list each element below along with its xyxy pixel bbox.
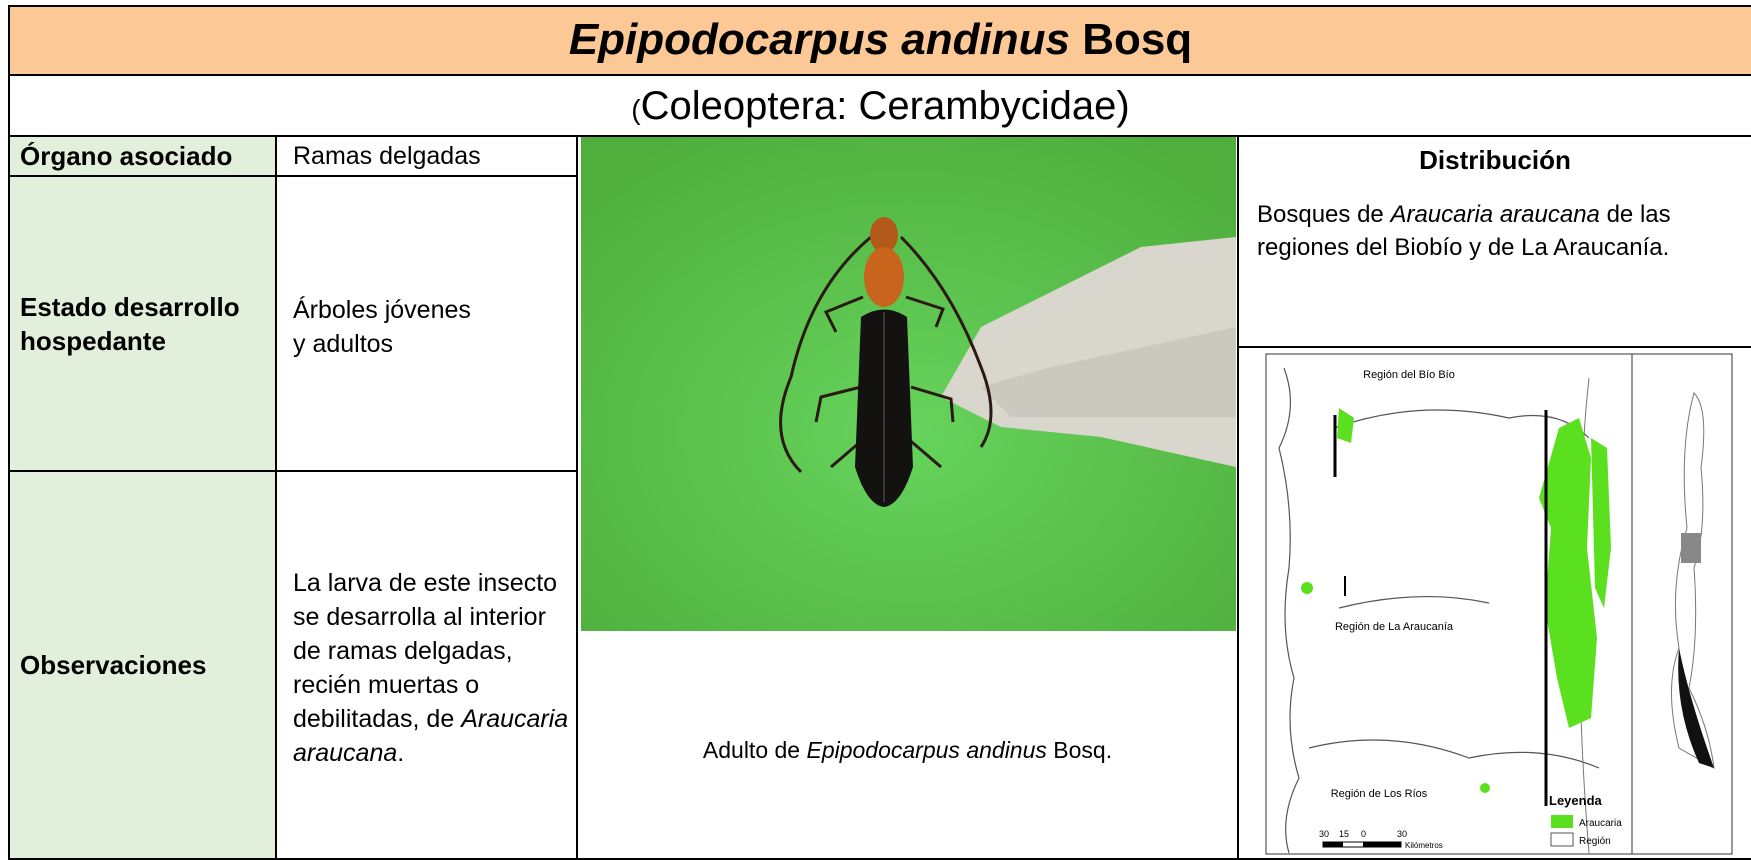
row-label: Órgano asociado xyxy=(8,135,277,177)
value-italic: Araucaria araucana xyxy=(293,705,569,767)
map: Región del Bío Bío Región de La Araucaní… xyxy=(1265,353,1733,855)
caption-part: Adulto de xyxy=(702,737,807,763)
subtitle-paren: ( xyxy=(631,94,641,125)
photo xyxy=(581,137,1236,631)
map-region-label: Región de La Araucanía xyxy=(1335,621,1454,633)
title-author: Bosq xyxy=(1082,15,1193,64)
text-italic: Araucaria araucana xyxy=(1390,201,1600,228)
label-text: Órgano asociado xyxy=(20,140,233,171)
row-value: Árboles jóvenes y adultos xyxy=(275,175,578,472)
map-cell: Región del Bío Bío Región de La Araucaní… xyxy=(1237,346,1751,860)
title: Epipodocarpus andinus Bosq xyxy=(8,5,1751,76)
value-part: La larva de este insecto se desarrolla a… xyxy=(293,569,558,733)
value-text: La larva de este insecto se desarrolla a… xyxy=(293,566,574,770)
scale-label: 15 xyxy=(1339,829,1349,839)
scale-unit: Kilómetros xyxy=(1405,841,1443,850)
caption-part: Bosq. xyxy=(1046,737,1113,763)
value-text: Ramas delgadas xyxy=(293,142,481,170)
value-part: . xyxy=(397,739,405,767)
legend-label: Región xyxy=(1579,836,1611,847)
photo-caption: Adulto de Epipodocarpus andinus Bosq. xyxy=(578,737,1237,764)
subtitle: (Coleoptera: Cerambycidae) xyxy=(8,74,1751,137)
distribution-title: Distribución xyxy=(1419,145,1571,175)
map-region-label: Región del Bío Bío xyxy=(1363,369,1455,381)
legend-swatch xyxy=(1551,815,1573,828)
map-region-label: Región de Los Ríos xyxy=(1331,788,1428,800)
row-value: Ramas delgadas xyxy=(275,135,578,177)
row-label: Estado desarrollo hospedante xyxy=(8,175,277,472)
scale-label: 30 xyxy=(1397,829,1407,839)
label-text: Estado desarrollo hospedante xyxy=(20,291,240,356)
legend-title: Leyenda xyxy=(1549,793,1603,808)
title-species: Epipodocarpus andinus xyxy=(568,15,1083,64)
row-value: La larva de este insecto se desarrolla a… xyxy=(275,470,578,860)
distribution-text: Bosques de Araucaria araucana de las reg… xyxy=(1239,176,1751,264)
subtitle-text: Coleoptera: Cerambycidae) xyxy=(640,84,1130,128)
text-part: de las regiones del Biobío y de La Arauc… xyxy=(1257,201,1671,261)
distribution-cell: Distribución Bosques de Araucaria arauca… xyxy=(1237,135,1751,348)
caption-italic: Epipodocarpus andinus xyxy=(806,737,1047,763)
value-text: Árboles jóvenes y adultos xyxy=(293,295,471,358)
photo-cell: Adulto de Epipodocarpus andinus Bosq. xyxy=(576,135,1239,860)
scale-label: 0 xyxy=(1361,829,1366,839)
text-part: Bosques de xyxy=(1257,201,1391,228)
row-label: Observaciones xyxy=(8,470,277,860)
scale-label: 30 xyxy=(1319,829,1329,839)
legend-swatch xyxy=(1550,832,1574,847)
legend-label: Araucaria xyxy=(1579,818,1622,829)
label-text: Observaciones xyxy=(20,649,207,680)
